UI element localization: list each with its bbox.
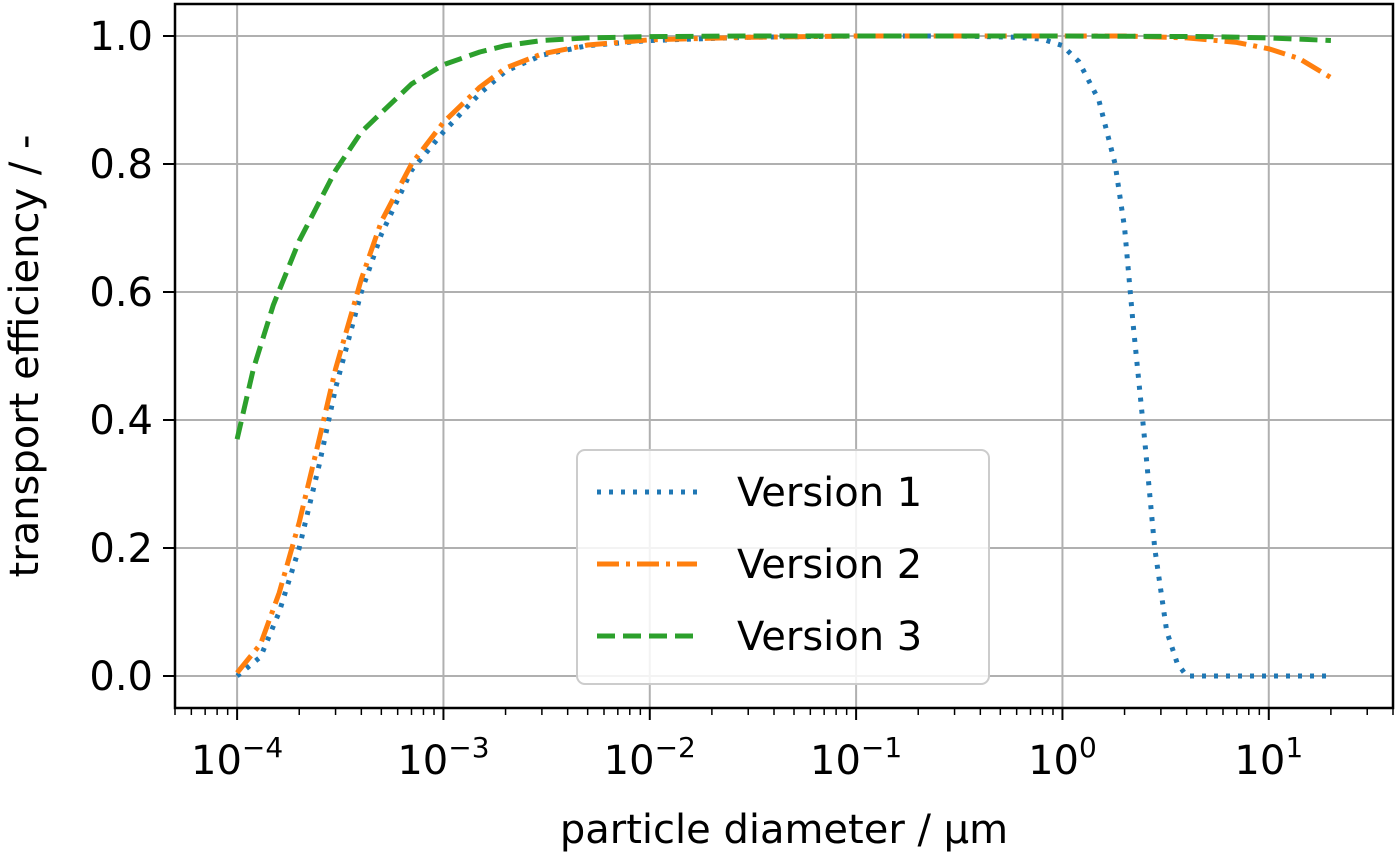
x-tick-label: 10−1 xyxy=(810,731,902,784)
x-tick-label: 10−2 xyxy=(604,731,696,784)
legend-label-1: Version 1 xyxy=(737,470,922,516)
x-tick-label: 10−3 xyxy=(397,731,489,784)
legend: Version 1 Version 2 Version 3 xyxy=(576,449,990,685)
ticks: 10−4 10−3 10−2 10−1 100 101 0.0 0.2 0.4 0.6 0.8 1.0 xyxy=(89,14,1394,784)
y-tick-label: 0.8 xyxy=(89,142,153,188)
legend-label-2: Version 2 xyxy=(737,542,922,588)
y-tick-label: 0.0 xyxy=(89,654,153,700)
y-tick-label: 0.4 xyxy=(89,398,153,444)
series-line-3 xyxy=(234,33,1332,440)
y-tick-label: 0.6 xyxy=(89,270,153,316)
legend-label-3: Version 3 xyxy=(737,614,922,660)
x-tick-label: 10−4 xyxy=(191,731,283,784)
plot-frame xyxy=(173,2,1395,710)
x-tick-label: 100 xyxy=(1028,731,1097,784)
legend-box xyxy=(576,449,990,685)
x-tick-label: 101 xyxy=(1234,731,1303,784)
y-tick-label: 0.2 xyxy=(89,526,153,572)
grid xyxy=(175,4,1393,708)
y-tick-label: 1.0 xyxy=(89,14,153,60)
series-lines xyxy=(234,33,1333,679)
y-axis-label: transport efficiency / - xyxy=(2,135,48,578)
x-axis-label: particle diameter / µm xyxy=(560,807,1008,853)
